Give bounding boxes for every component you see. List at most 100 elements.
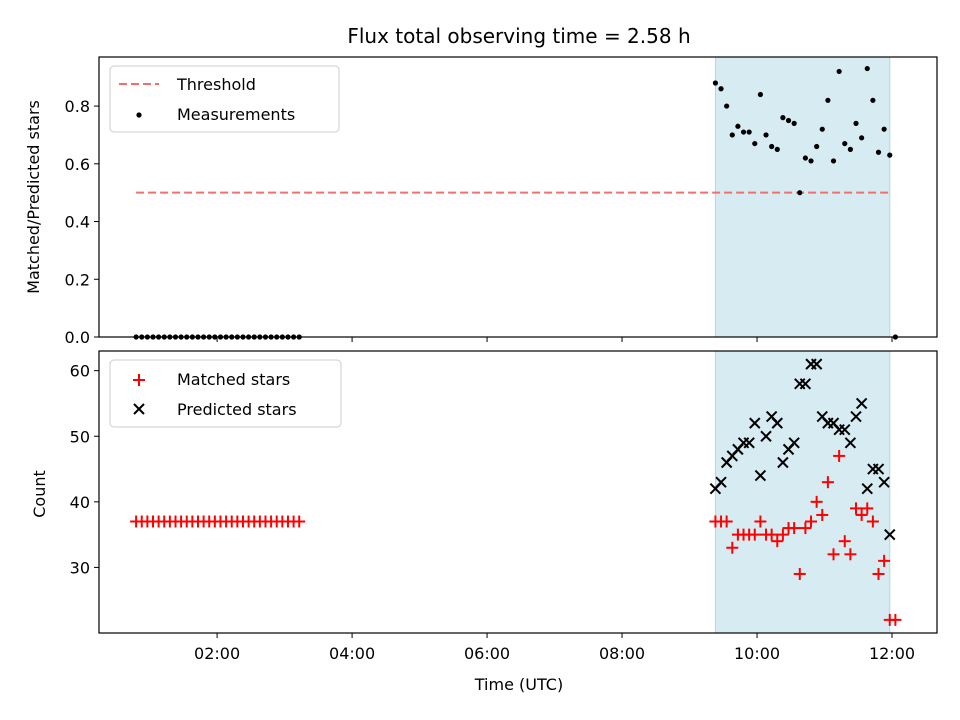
legend-threshold-label: Threshold [176,75,256,94]
bottom-x-ticks: 02:00 04:00 06:00 08:00 10:00 12:00 [194,633,915,663]
measurement-point [836,68,842,75]
predicted-star-point [855,397,868,410]
matched-star-point [866,515,879,528]
legend-predicted-label: Predicted stars [177,400,297,419]
measurement-point [842,140,848,147]
predicted-star-point [743,437,755,449]
measurement-point [791,120,797,126]
bottom-y-tick-label: 60 [70,362,90,381]
predicted-star-point [760,430,772,442]
predicted-star-point [788,437,800,449]
top-y-tick-label: 0.4 [65,213,90,232]
predicted-star-point [884,528,896,541]
predicted-star-point [715,476,727,488]
measurement-point [724,103,730,109]
bottom-y-ticks: 30 40 50 60 [70,362,99,577]
predicted-star-point [799,378,812,390]
x-axis-label: Time (UTC) [474,675,563,694]
matched-star-point [889,613,902,626]
top-y-tick-label: 0.0 [65,328,90,347]
predicted-star-point [749,417,761,429]
top-y-axis-label: Matched/Predicted stars [24,100,43,294]
top-y-tick-label: 0.2 [65,270,90,289]
matched-star-point [720,515,733,528]
top-x-ticks [216,337,893,342]
matched-star-point [833,449,846,462]
measurement-point [853,120,859,126]
measurement-point [785,117,792,124]
bottom-y-tick-label: 40 [70,493,90,512]
legend-measurements-label: Measurements [177,105,295,124]
matched-star-point [788,522,801,535]
matched-star-point [805,515,818,528]
measurement-point [864,65,870,72]
bottom-legend: Matched stars Predicted stars [109,359,342,428]
bottom-x-tick-label: 12:00 [869,644,915,663]
predicted-star-point [844,437,857,449]
matched-star-point [850,502,863,515]
measurement-point [712,80,719,86]
matched-star-point [872,567,885,580]
top-y-tick-label: 0.8 [65,97,90,116]
bottom-shaded-span [714,350,891,634]
predicted-star-points [709,358,896,541]
measurement-point [802,155,808,161]
bottom-x-tick-label: 10:00 [734,644,780,663]
predicted-star-point [839,423,851,436]
measurement-point [847,146,853,152]
matched-star-point [776,528,789,541]
measurement-point [825,97,831,103]
measurement-point [808,158,814,164]
matched-star-point [748,528,761,541]
legend-measurements-swatch [136,112,142,118]
matched-star-point [855,508,868,521]
legend-matched-label: Matched stars [177,370,290,389]
measurement-point [774,146,780,152]
matched-star-point [793,567,806,580]
measurement-point [881,126,887,132]
predicted-star-point [754,469,767,482]
measurement-point [780,115,786,121]
top-legend: Threshold Measurements [109,65,340,133]
measurement-point [752,140,758,147]
predicted-star-point [878,476,890,488]
matched-star-point [844,548,857,561]
predicted-star-point [777,456,789,469]
legend-matched-swatch [133,374,145,386]
measurement-point [814,143,820,150]
matched-star-point [816,508,829,521]
matched-star-point [827,548,840,561]
measurement-point [819,126,825,132]
measurement-point [740,129,747,135]
predicted-star-point [771,417,783,429]
bottom-plot-frame [98,350,938,634]
measurement-point [797,190,803,196]
bottom-y-axis-label: Count [30,470,49,518]
bottom-x-tick-label: 08:00 [599,644,645,663]
measurement-point [859,135,865,141]
matched-star-point [838,535,851,548]
measurement-point [757,91,764,98]
measurement-point [769,143,775,150]
measurement-point [887,152,893,158]
measurement-point [830,158,837,164]
bottom-x-tick-label: 04:00 [329,644,375,663]
top-plot-frame [98,56,938,338]
top-shaded-span [714,56,891,338]
matched-star-point [861,502,874,515]
bottom-y-tick-label: 50 [70,427,90,446]
chart-title: Flux total observing time = 2.58 h [347,24,690,48]
measurement-point [729,132,735,138]
predicted-star-point [861,483,873,495]
predicted-star-point [850,410,862,423]
matched-star-point [878,554,891,567]
predicted-star-point [810,358,823,370]
bottom-x-tick-label: 02:00 [194,644,240,663]
measurement-point [735,123,741,129]
matched-star-point [726,541,739,554]
measurement-point [870,97,876,103]
legend-predicted-swatch [133,403,145,415]
matched-star-point [810,495,823,508]
matched-star-point [821,476,834,489]
